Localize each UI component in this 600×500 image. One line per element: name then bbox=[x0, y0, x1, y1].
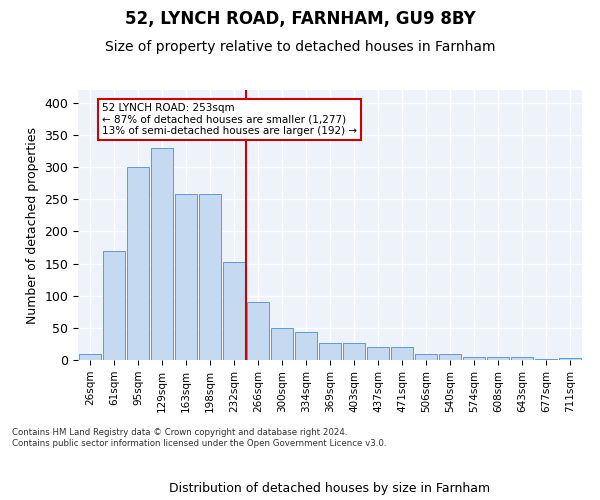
Text: 52, LYNCH ROAD, FARNHAM, GU9 8BY: 52, LYNCH ROAD, FARNHAM, GU9 8BY bbox=[125, 10, 475, 28]
Bar bbox=[103, 250, 125, 360]
Bar bbox=[151, 148, 173, 360]
Bar bbox=[199, 194, 221, 360]
Bar bbox=[487, 358, 509, 360]
Bar bbox=[511, 358, 533, 360]
Bar bbox=[559, 358, 581, 360]
Text: Distribution of detached houses by size in Farnham: Distribution of detached houses by size … bbox=[169, 482, 491, 495]
Bar bbox=[127, 167, 149, 360]
Bar bbox=[271, 328, 293, 360]
Bar bbox=[463, 358, 485, 360]
Bar bbox=[343, 342, 365, 360]
Bar bbox=[319, 342, 341, 360]
Bar bbox=[295, 332, 317, 360]
Y-axis label: Number of detached properties: Number of detached properties bbox=[26, 126, 39, 324]
Text: 52 LYNCH ROAD: 253sqm
← 87% of detached houses are smaller (1,277)
13% of semi-d: 52 LYNCH ROAD: 253sqm ← 87% of detached … bbox=[102, 103, 357, 136]
Bar bbox=[367, 347, 389, 360]
Text: Contains HM Land Registry data © Crown copyright and database right 2024.
Contai: Contains HM Land Registry data © Crown c… bbox=[12, 428, 386, 448]
Bar bbox=[391, 347, 413, 360]
Bar bbox=[247, 302, 269, 360]
Bar bbox=[79, 354, 101, 360]
Bar bbox=[223, 262, 245, 360]
Text: Size of property relative to detached houses in Farnham: Size of property relative to detached ho… bbox=[105, 40, 495, 54]
Bar bbox=[415, 354, 437, 360]
Bar bbox=[175, 194, 197, 360]
Bar bbox=[535, 358, 557, 360]
Bar bbox=[439, 354, 461, 360]
